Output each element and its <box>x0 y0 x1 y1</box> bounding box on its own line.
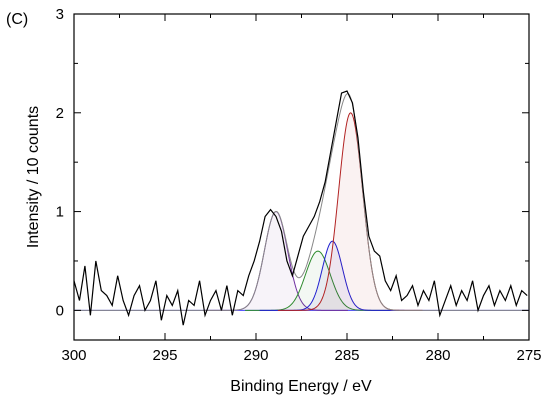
fit-peak-line <box>277 112 423 311</box>
x-tick-label: 300 <box>61 347 86 364</box>
fit-peaks <box>203 112 423 311</box>
panel-label: (C) <box>6 11 28 28</box>
fit-envelope-line <box>74 93 529 311</box>
x-tick-label: 285 <box>334 347 359 364</box>
x-tick-label: 295 <box>152 347 177 364</box>
y-tick-label: 3 <box>56 6 64 23</box>
spectrum-line <box>73 90 528 326</box>
y-tick-label: 0 <box>56 302 64 319</box>
x-axis-title: Binding Energy / eV <box>230 378 372 395</box>
x-tick-label: 290 <box>243 347 268 364</box>
x-tick-label: 275 <box>516 347 541 364</box>
x-axis: 300 295 290 285 280 275 <box>61 14 542 364</box>
y-tick-label: 2 <box>56 105 64 122</box>
y-tick-label: 1 <box>56 204 64 221</box>
plot-area <box>73 13 530 341</box>
x-tick-label: 280 <box>425 347 450 364</box>
y-axis-title: Intensity / 10 counts <box>25 106 42 248</box>
y-axis: 0 1 2 3 <box>56 6 529 319</box>
